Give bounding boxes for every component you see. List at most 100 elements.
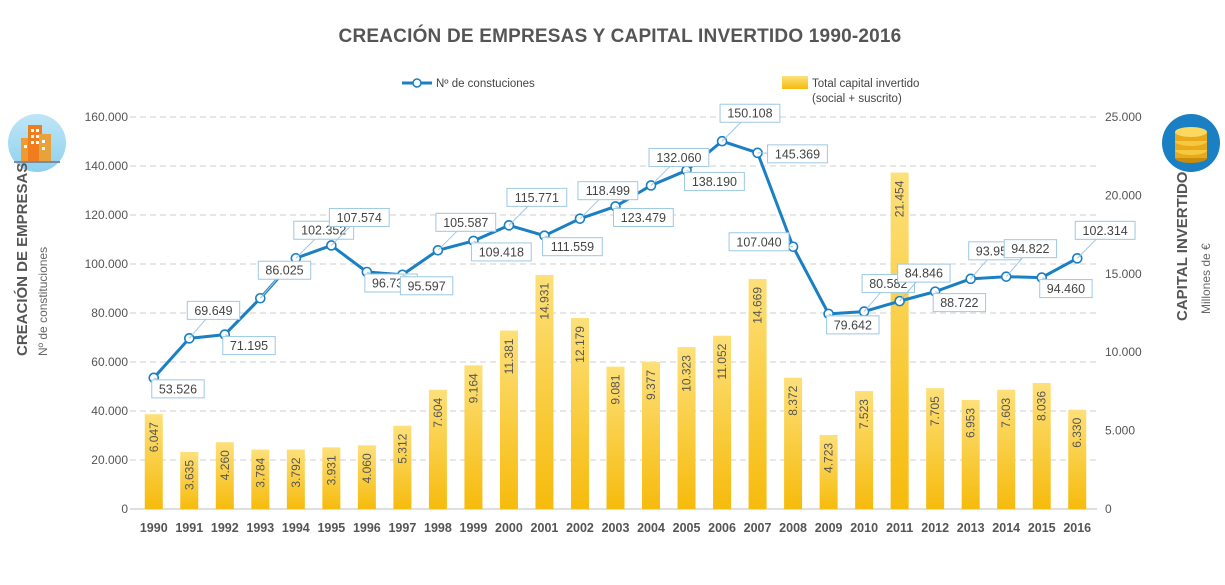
x-tick-label: 2012 [921, 521, 949, 535]
point-label-box [767, 144, 828, 164]
x-tick-label: 2014 [992, 521, 1020, 535]
legend-bar-item: Total capital invertido (social + suscri… [782, 76, 919, 105]
point-value-label: 71.195 [230, 339, 268, 353]
point-label-box [435, 212, 497, 232]
point-value-label: 102.314 [1083, 224, 1128, 238]
bar [215, 442, 234, 509]
legend: Nº de constuciones Total capital inverti… [402, 76, 919, 105]
point-value-label: 86.025 [265, 264, 303, 278]
bar [535, 274, 554, 509]
bar [606, 366, 625, 509]
y-left-tick-label: 140.000 [85, 159, 129, 173]
bar-value-label: 11.052 [715, 343, 729, 379]
point-label-box [577, 181, 639, 201]
bar-value-label: 7.523 [857, 399, 871, 429]
bar-value-label: 9.377 [644, 370, 658, 400]
point-value-label: 102.352 [301, 224, 346, 238]
x-tick-label: 1998 [424, 521, 452, 535]
x-tick-label: 1996 [353, 521, 381, 535]
chart-title: CREACIÓN DE EMPRESAS Y CAPITAL INVERTIDO… [338, 26, 902, 47]
point-value-label: 145.369 [775, 147, 820, 161]
bar-value-label: 3.792 [289, 457, 303, 487]
y-left-tick-label: 120.000 [85, 208, 129, 222]
x-tick-label: 2001 [531, 521, 559, 535]
legend-line-item: Nº de constuciones [402, 78, 535, 90]
bar-value-label: 6.047 [147, 422, 161, 452]
bar-value-label: 4.260 [218, 450, 232, 480]
point-value-label: 107.040 [736, 235, 781, 249]
x-tick-label: 1995 [317, 521, 345, 535]
point-value-label: 109.418 [479, 245, 524, 259]
point-label-box [186, 300, 241, 320]
bar [251, 449, 270, 509]
point-value-label: 84.846 [905, 267, 943, 281]
bar-value-label: 12.179 [573, 326, 587, 363]
bar-value-label: 7.604 [431, 397, 445, 427]
bar-value-label: 6.330 [1070, 417, 1084, 447]
bar [286, 449, 305, 509]
point-label-box [719, 103, 781, 123]
bar-value-label: 4.060 [360, 453, 374, 483]
point-labels: 53.52669.64971.19586.025102.352107.57496… [151, 103, 1136, 399]
y-right-tick-label: 25.000 [1105, 110, 1142, 124]
bar [819, 434, 838, 509]
point-value-label: 115.771 [515, 191, 559, 205]
point-label-box [328, 207, 390, 227]
legend-bar-label-2: (social + suscrito) [812, 93, 902, 105]
bar [499, 330, 518, 509]
y-right-tick-label: 10.000 [1105, 345, 1142, 359]
x-tick-label: 2009 [815, 521, 843, 535]
y-left-title: CREACIÓN DE EMPRESAS [13, 163, 31, 356]
bar-value-label: 8.036 [1035, 391, 1049, 421]
point-label-box [684, 171, 745, 191]
y-left-tick-label: 100.000 [85, 257, 129, 271]
x-tick-label: 1994 [282, 521, 310, 535]
bar [180, 452, 199, 509]
x-axis: 1990 1991 1992 1993 1994 1995 1996 1997 1998 1999… [140, 521, 1091, 535]
point-value-label: 118.499 [586, 184, 630, 198]
x-tick-label: 2015 [1028, 521, 1056, 535]
point-value-label: 111.559 [551, 240, 594, 254]
bar-value-label: 3.784 [253, 457, 267, 487]
bar [890, 172, 909, 510]
point-label-box [541, 237, 603, 257]
bar-value-label: 6.953 [964, 408, 978, 438]
bar [997, 389, 1016, 509]
x-tick-label: 2002 [566, 521, 594, 535]
bar-value-label: 4.723 [822, 443, 836, 473]
coins-icon [1162, 114, 1220, 172]
point-label-box [257, 260, 312, 280]
point-value-label: 123.479 [621, 211, 666, 225]
point-label-box [728, 232, 790, 252]
bar-value-label: 14.931 [537, 283, 551, 320]
bar [464, 365, 483, 509]
point-value-label: 107.574 [337, 211, 382, 225]
bar-value-label: 10.323 [680, 355, 694, 392]
y-right-tick-label: 5.000 [1105, 424, 1135, 438]
y-axis-right: 0 5.000 10.000 15.000 20.000 25.000 [1105, 110, 1142, 516]
y-left-tick-label: 40.000 [91, 404, 128, 418]
point-label-box [932, 293, 987, 313]
legend-bar-label-1: Total capital invertido [812, 78, 919, 90]
bar [144, 414, 163, 509]
bar-series [144, 172, 1087, 510]
point-value-label: 88.722 [940, 296, 978, 310]
x-tick-label: 2010 [850, 521, 878, 535]
x-tick-label: 2004 [637, 521, 665, 535]
x-tick-label: 2011 [886, 521, 913, 535]
bar [428, 389, 447, 509]
point-label-box [1039, 279, 1093, 299]
point-label-box [1003, 239, 1058, 259]
point-label-box [613, 207, 674, 227]
point-label-box [506, 187, 568, 207]
point-value-label: 132.060 [656, 151, 701, 165]
point-label-box [826, 315, 880, 335]
bar [1068, 409, 1087, 509]
bar-value-label: 14.669 [751, 287, 765, 324]
x-tick-label: 2006 [708, 521, 736, 535]
x-tick-label: 2013 [957, 521, 985, 535]
point-value-label: 138.190 [692, 175, 737, 189]
x-tick-label: 2007 [744, 521, 772, 535]
bar-value-label: 9.081 [609, 374, 623, 404]
y-right-tick-label: 0 [1105, 502, 1112, 516]
